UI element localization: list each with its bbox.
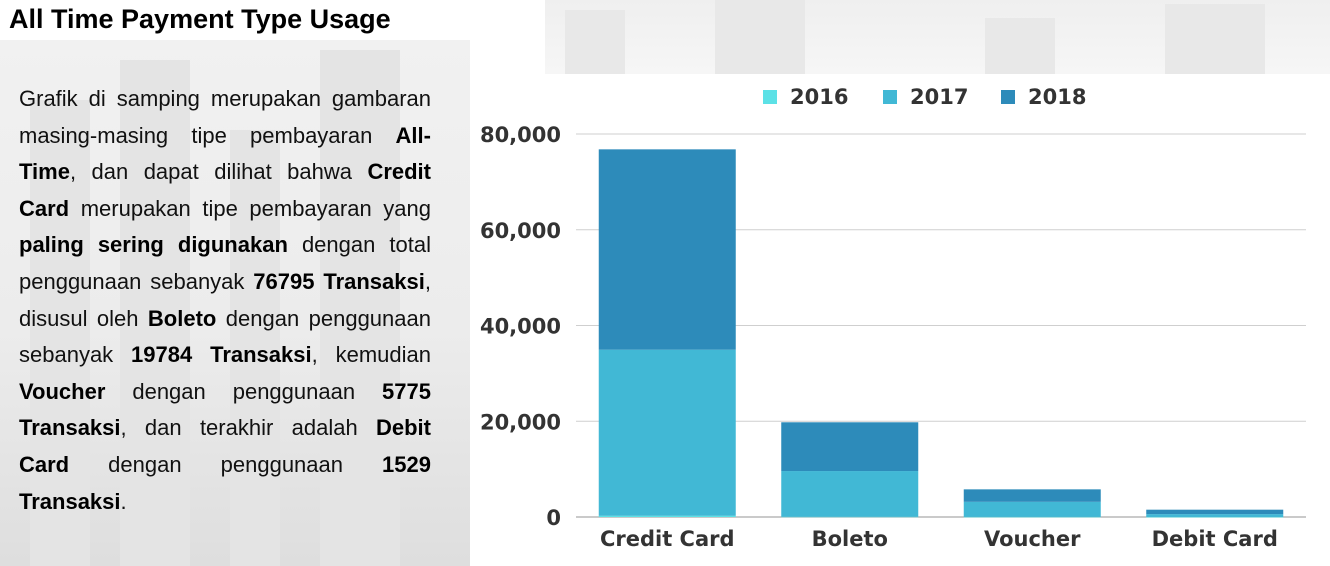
description-run: dengan total penggunaan sebanyak [19,232,431,294]
legend-label: 2016 [790,85,848,109]
description-run: dengan penggunaan [69,451,383,477]
legend-swatch-2017 [883,90,897,104]
description-highlight: 5775 Transaksi [19,378,431,441]
legend-swatch-2016 [763,90,777,104]
description-highlight: 1529 Transaksi [19,451,431,514]
legend-label: 2017 [910,85,968,109]
x-tick-label: Credit Card [600,527,735,551]
bar-boleto-2018 [781,422,919,472]
background-image-skyline [545,0,1330,74]
bar-debit-card-2016 [1146,516,1284,518]
description-highlight: Boleto [147,305,217,331]
y-tick-label: 20,000 [480,410,561,434]
x-tick-label: Voucher [984,527,1081,551]
description-text: Grafik di samping merupakan gambaran mas… [19,81,431,520]
description-highlight: 19784 Transaksi [131,342,312,368]
x-tick-label: Debit Card [1152,527,1278,551]
y-tick-label: 80,000 [480,123,561,147]
background-image-city [0,40,470,566]
description-run: , dan dapat dilihat bahwa [69,159,368,185]
bar-credit-card-2017 [598,349,736,516]
bar-credit-card-2018 [598,149,736,350]
description-run: dengan penggunaan sebanyak [19,305,431,368]
description-highlight: All-Time [19,122,431,185]
description-run: dengan penggunaan [105,378,383,404]
bar-voucher-2017 [963,501,1101,517]
description-run: , dan terakhir adalah [120,415,376,441]
legend-label: 2018 [1028,85,1086,109]
description-run: , kemudian [311,342,431,368]
description-run: Grafik di samping merupakan gambaran mas… [19,86,431,148]
bar-debit-card-2018 [1146,509,1284,515]
description-run: merupakan tipe pembayaran yang [69,195,431,221]
description-highlight: 76795 Transaksi [253,268,425,294]
y-tick-label: 0 [546,506,561,530]
description-highlight: Debit Card [19,415,431,477]
description-run: , disusul oleh [19,268,431,331]
y-tick-label: 40,000 [480,315,561,339]
description-highlight: Voucher [19,378,106,404]
bar-voucher-2016 [963,516,1101,518]
bar-voucher-2018 [963,489,1101,502]
description-highlight: paling sering digunakan [19,232,288,258]
stacked-bar-chart: 0 20,000 40,000 60,000 80,000 Credit Card Bole… [480,85,1306,551]
description-highlight: Credit Card [19,159,431,221]
legend-swatch-2018 [1001,90,1015,104]
page-title: All Time Payment Type Usage [9,4,391,34]
bar-boleto-2016 [781,516,919,518]
y-tick-label: 60,000 [480,219,561,243]
bar-credit-card-2016 [598,515,736,517]
bar-boleto-2017 [781,471,919,517]
x-tick-label: Boleto [812,527,888,551]
bar-debit-card-2017 [1146,514,1284,517]
description-run: . [120,488,127,514]
